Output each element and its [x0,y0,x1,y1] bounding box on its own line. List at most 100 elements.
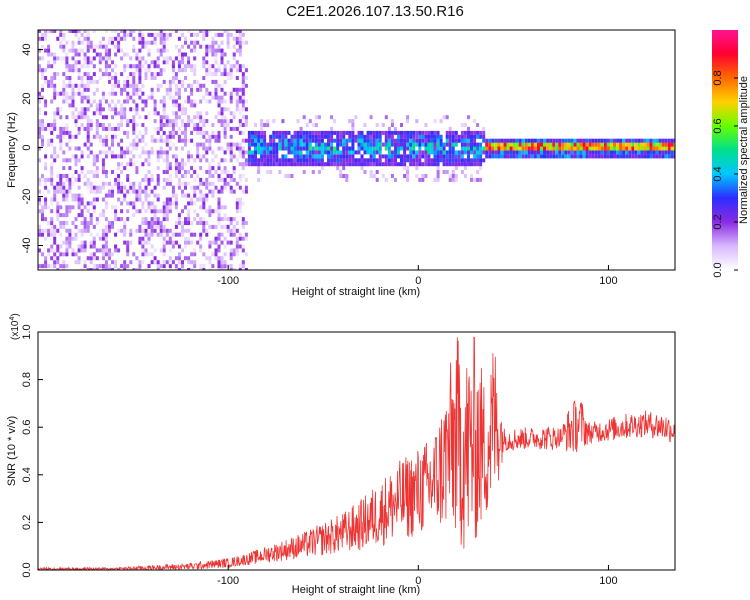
spectrogram-cell [120,48,124,53]
spectrogram-cell [339,134,343,139]
spectrogram-cell [290,142,294,147]
spectrogram-cell [135,107,139,112]
spectrogram-cell [71,68,75,73]
spectrogram-cell [369,154,373,159]
spectrogram-cell [187,201,191,206]
spectrogram-cell [211,52,215,57]
spectrogram-cell [482,150,486,155]
spectrogram-cell [80,107,84,112]
spectrogram-cell [98,185,102,190]
spectrogram-cell [80,83,84,88]
spectrogram-cell [38,134,41,139]
spectrogram-cell [177,162,181,167]
spectrogram-cell [50,174,54,178]
spectrogram-cell [311,130,315,135]
spectrogram-cell [226,142,230,147]
spectrogram-cell [442,142,446,147]
spectrogram-cell [156,193,160,198]
spectrogram-cell [120,209,124,214]
spectrogram-cell [193,248,197,253]
spectrogram-cell [345,177,349,182]
spectrogram-cell [92,268,96,270]
spectrogram-cell [187,56,191,61]
spectrogram-cell [123,260,127,265]
spectrogram-cell [342,146,346,151]
spectrogram-cell [640,150,644,155]
spectrogram-cell [98,150,102,155]
spectrogram-cell [95,232,99,237]
spectrogram-cell [634,142,638,147]
spectrogram-cell [579,142,583,147]
spectrogram-cell [235,48,239,53]
spectrogram-cell [108,72,111,77]
spectrogram-cell [184,138,187,143]
spectrogram-cell [153,224,157,229]
spectrogram-cell [156,166,160,171]
spectrogram-cell [174,111,178,116]
spectrogram-cell [223,236,227,241]
spectrogram-cell [585,142,589,147]
colorbar-tick-label: 0.8 [712,70,724,85]
spectrogram-cell [144,252,148,257]
spectrogram-cell [41,213,44,218]
spectrogram-cell [366,162,370,167]
spectrogram-cell [308,119,312,124]
spectrogram-cell [86,185,90,190]
spectrogram-cell [50,130,54,135]
spectrogram-cell [65,221,69,225]
spectrogram-cell [202,36,206,41]
spectrogram-cell [181,174,184,178]
spectrogram-cell [479,142,483,147]
spectrogram-cell [95,79,99,84]
spectrogram-cell [558,142,562,147]
spectrogram-cell [223,30,227,33]
spectrogram-cell [479,162,483,167]
spectrogram-cell [196,213,200,218]
spectrogram-cell [238,142,242,147]
spectrogram-cell [485,142,489,147]
spectrogram-cell [141,64,145,69]
spectrogram-cell [159,115,163,120]
spectrogram-cell [640,142,644,147]
spectrogram-cell [53,154,57,159]
spectrogram-cell [366,134,370,139]
spectrogram-cell [348,146,352,151]
spectrogram-cell [229,32,233,37]
spectrogram-cell [378,150,382,155]
spectrogram-cell [229,146,233,151]
spectrogram-cell [159,209,163,214]
spectrogram-cell [65,60,69,65]
spectrogram-cell [235,240,239,245]
spectrogram-cell [619,154,623,159]
spectrogram-cell [147,252,151,257]
spectrogram-cell [530,138,534,143]
spectrogram-cell [174,119,178,124]
spectrogram-cell [260,142,264,147]
spectrogram-cell [460,150,464,155]
spectrogram-cell [241,95,245,100]
spectrogram-cell [278,134,282,139]
spectrogram-cell [190,119,194,124]
spectrogram-cell [518,150,522,155]
spectrogram-cell [229,217,233,222]
spectrogram-cell [71,99,75,104]
spectrogram-cell [150,252,154,257]
spectrogram-cell [260,134,264,139]
spectrogram-cell [47,60,51,65]
spectrogram-cell [184,36,187,41]
spectrogram-cell [552,142,556,147]
spectrogram-cell [59,264,63,269]
spectrogram-cell [451,146,455,151]
spectrogram-cell [235,76,239,80]
spectrogram-cell [80,213,84,218]
spectrogram-cell [101,181,105,186]
spectrogram-cell [144,72,148,77]
spectrogram-cell [324,134,327,139]
spectrogram-cell [129,32,133,37]
spectrogram-cell [317,115,321,120]
spectrogram-cell [448,142,452,147]
spectrogram-cell [98,138,102,143]
spectrogram-cell [232,36,236,41]
spectrogram-cell [150,201,154,206]
spectrogram-cell [351,146,355,151]
